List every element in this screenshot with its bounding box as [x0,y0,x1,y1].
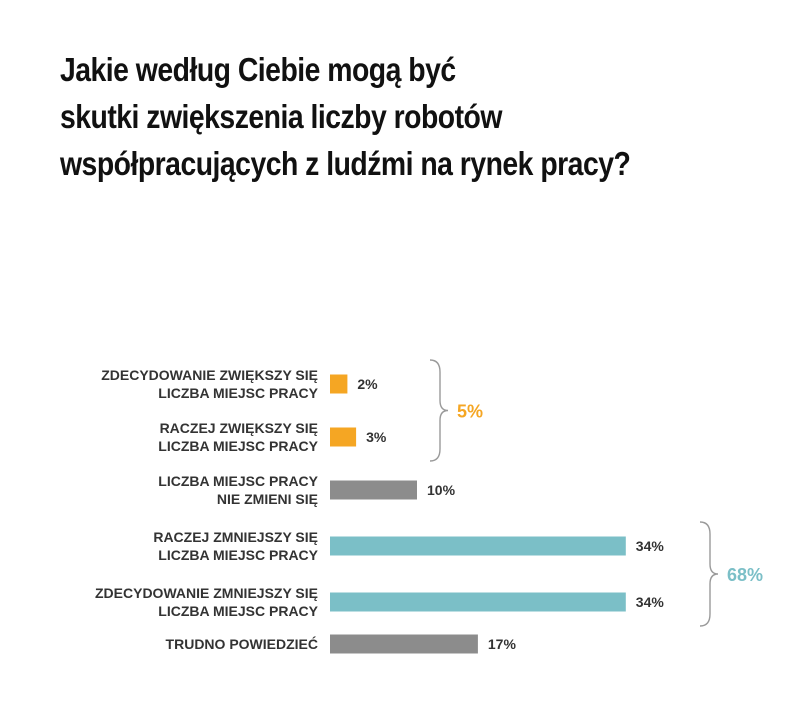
value-label-1: 2% [357,376,378,392]
bar-3 [330,480,417,500]
title-line-2: skutki zwiększenia liczby robotów [60,98,502,135]
title-line-3: współpracujących z ludźmi na rynek pracy… [60,145,631,182]
value-label-6: 17% [488,636,517,652]
category-label-2-line-1: RACZEJ ZWIĘKSZY SIĘ [160,420,318,436]
value-label-4: 34% [636,538,665,554]
bar-5 [330,592,626,612]
title-line-1: Jakie według Ciebie mogą być [60,51,456,88]
value-label-2: 3% [366,429,387,445]
group-total-1: 5% [457,402,483,422]
group-brace-2 [699,521,719,627]
category-label-1-line-1: ZDECYDOWANIE ZWIĘKSZY SIĘ [101,367,318,383]
bar-1 [330,374,348,394]
category-label-5-line-2: LICZBA MIEJSC PRACY [158,603,318,619]
category-label-6-line-1: TRUDNO POWIEDZIEĆ [166,635,318,652]
group-total-2: 68% [727,565,763,585]
value-label-3: 10% [427,482,456,498]
category-label-3-line-1: LICZBA MIEJSC PRACY [158,473,318,489]
category-label-5-line-1: ZDECYDOWANIE ZMNIEJSZY SIĘ [95,585,318,601]
group-brace-1 [429,359,449,462]
value-label-5: 34% [636,594,665,610]
chart-title: Jakie według Ciebie mogą być skutki zwię… [60,46,662,187]
bar-2 [330,427,357,447]
category-label-4-line-1: RACZEJ ZMNIEJSZY SIĘ [153,529,318,545]
bar-4 [330,536,626,556]
category-label-3-line-2: NIE ZMIENI SIĘ [217,491,318,507]
category-label-1-line-2: LICZBA MIEJSC PRACY [158,385,318,401]
category-label-4-line-2: LICZBA MIEJSC PRACY [158,547,318,563]
bar-6 [330,634,478,654]
category-label-2-line-2: LICZBA MIEJSC PRACY [158,438,318,454]
